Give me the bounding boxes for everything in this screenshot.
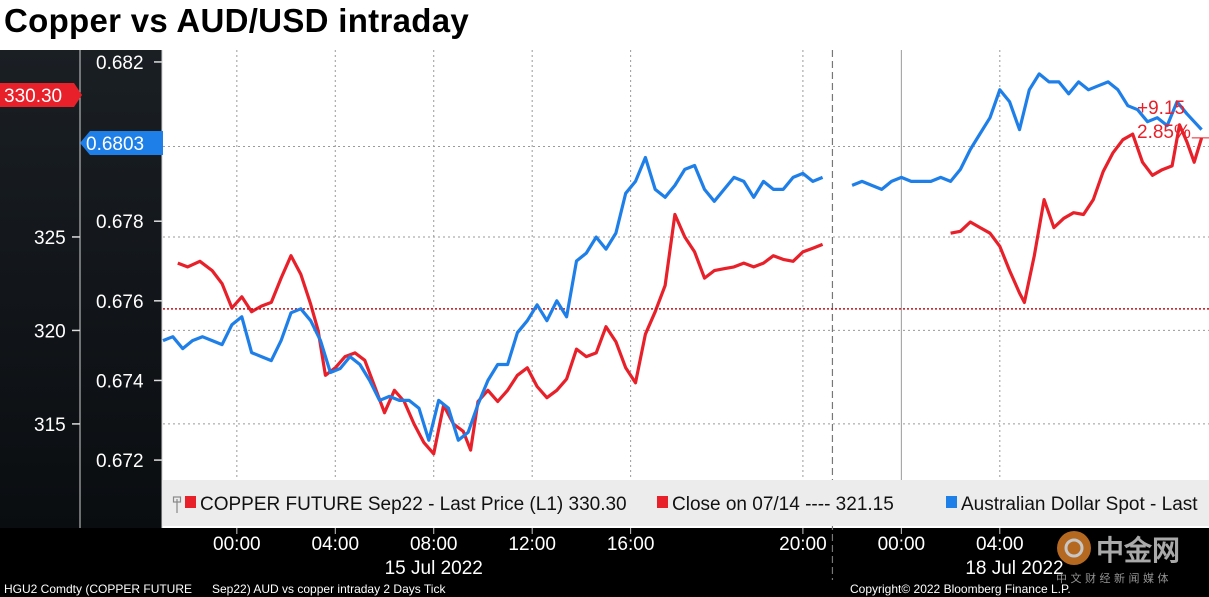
gridlines [163, 50, 1209, 580]
left-axis-panel [0, 50, 162, 528]
bottom-time-axis-bar [0, 528, 1209, 597]
legend-item-close[interactable]: Close on 07/14 ---- 321.15 [672, 494, 894, 515]
copper-line [950, 123, 1204, 304]
copper-line [177, 212, 824, 456]
x-tick-label: 12:00 [508, 534, 556, 555]
legend-pin-icon [172, 496, 182, 513]
chart-title: Copper vs AUD/USD intraday [4, 2, 469, 39]
copper-last-value: 330.30 [4, 86, 62, 107]
watermark-logo-icon [1057, 531, 1091, 565]
x-tick-label: 00:00 [878, 534, 926, 555]
aud-line [851, 72, 1203, 191]
legend-swatch-aud [946, 496, 957, 508]
plot-area [163, 50, 1209, 480]
right-tick-label: 0.678 [96, 212, 144, 233]
series-lines [162, 72, 1209, 456]
right-tick-label: 0.676 [96, 292, 144, 313]
copyright-caption: Copyright© 2022 Bloomberg Finance L.P. [850, 582, 1071, 596]
aud-last-badge: 0.6803 [80, 131, 163, 155]
legend-item-aud[interactable]: Australian Dollar Spot - Last [961, 494, 1198, 515]
legend-swatch-close [657, 496, 668, 508]
legend-swatch-copper [185, 496, 196, 508]
copper-last-badge: 330.30 [0, 83, 82, 107]
right-tick-label: 0.682 [96, 53, 144, 74]
svg-text:中 文 财 经 新 闻 媒 体: 中 文 财 经 新 闻 媒 体 [1056, 571, 1168, 585]
svg-text:中金网: 中金网 [1096, 534, 1180, 567]
aud-line [162, 155, 824, 442]
left-tick-label: 325 [34, 228, 66, 249]
watermark: 中金网 中 文 财 经 新 闻 媒 体 [1056, 531, 1180, 585]
legend-strip [163, 480, 1209, 526]
x-tick-label: 16:00 [607, 534, 655, 555]
left-tick-label: 315 [34, 415, 66, 436]
x-tick-label: 00:00 [213, 534, 261, 555]
aud-last-value: 0.6803 [86, 134, 144, 155]
x-tick-label: 20:00 [779, 534, 827, 555]
right-tick-label: 0.674 [96, 371, 144, 392]
change-percent-label: 2.85% [1137, 122, 1191, 143]
chart-description-caption: Sep22) AUD vs copper intraday 2 Days Tic… [212, 582, 446, 596]
security-caption: HGU2 Comdty (COPPER FUTURE [4, 582, 192, 596]
legend-item-copper[interactable]: COPPER FUTURE Sep22 - Last Price (L1) 33… [200, 494, 627, 515]
x-tick-label: 04:00 [976, 534, 1024, 555]
change-points-label: +9.15 [1137, 98, 1185, 119]
date-label: 15 Jul 2022 [385, 558, 483, 579]
date-label: 18 Jul 2022 [965, 558, 1063, 579]
x-tick-label: 04:00 [312, 534, 360, 555]
left-tick-label: 320 [34, 321, 66, 342]
right-tick-label: 0.672 [96, 451, 144, 472]
x-tick-label: 08:00 [410, 534, 458, 555]
